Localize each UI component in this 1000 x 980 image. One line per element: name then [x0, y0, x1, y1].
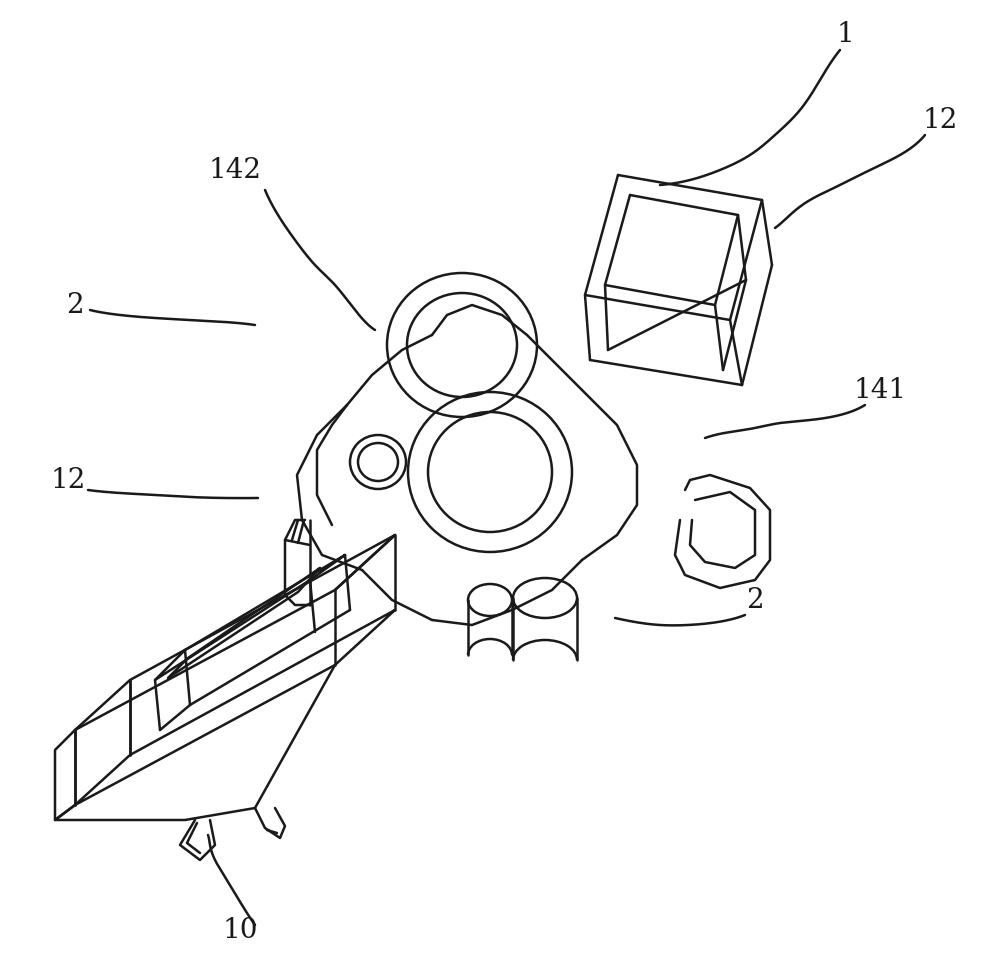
Text: 12: 12 — [922, 107, 958, 133]
Text: 2: 2 — [746, 586, 764, 613]
Text: 1: 1 — [836, 22, 854, 48]
Text: 12: 12 — [50, 466, 86, 494]
Text: 141: 141 — [853, 376, 907, 404]
Text: 10: 10 — [222, 916, 258, 944]
Text: 142: 142 — [208, 157, 262, 183]
Text: 2: 2 — [66, 291, 84, 318]
